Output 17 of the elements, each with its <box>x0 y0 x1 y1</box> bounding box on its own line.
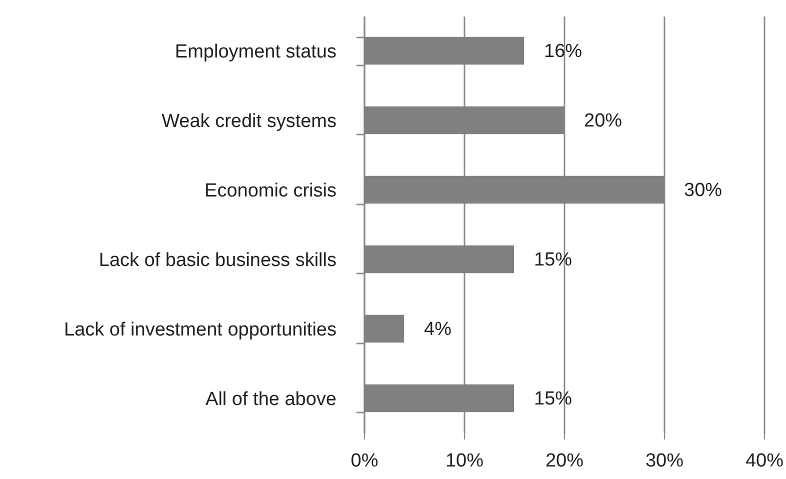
data-label: 15% <box>534 388 572 410</box>
x-tick-label: 40% <box>745 450 784 472</box>
y-tick-label: Lack of basic business skills <box>98 250 336 271</box>
y-tick-label: All of the above <box>206 388 336 410</box>
data-label: 15% <box>534 249 572 270</box>
y-tick-label: Economic crisis <box>204 180 336 202</box>
x-tick-label: 30% <box>645 450 684 472</box>
data-label: 16% <box>544 40 582 62</box>
y-tick-label: Employment status <box>174 41 336 62</box>
y-tick-label: Weak credit systems <box>162 110 336 132</box>
x-tick-label: 0% <box>350 450 378 472</box>
data-label: 30% <box>684 180 722 201</box>
data-label: 20% <box>584 110 622 132</box>
x-tick-label: 20% <box>545 450 584 472</box>
x-tick-label: 10% <box>445 450 484 472</box>
data-label: 4% <box>424 318 452 340</box>
y-tick-label: Lack of investment opportunities <box>64 319 336 340</box>
